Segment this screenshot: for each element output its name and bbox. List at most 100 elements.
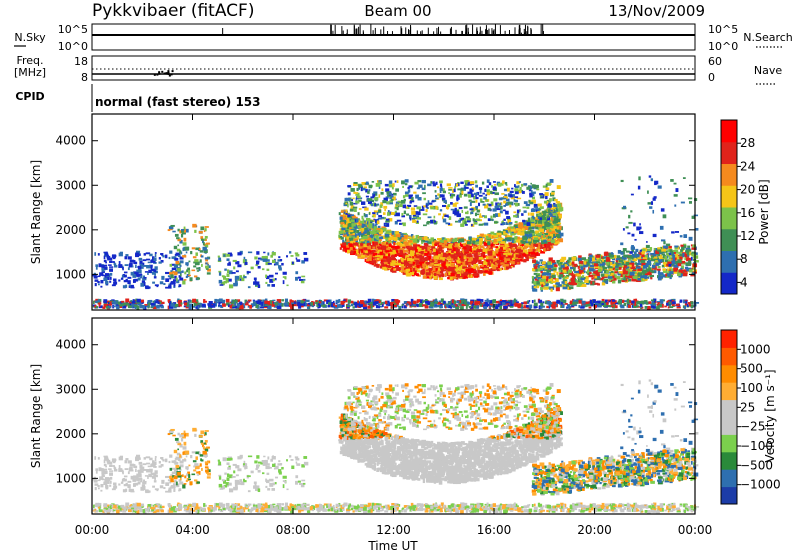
heatmap-cell [188,305,192,310]
heatmap-cell [511,264,515,268]
heatmap-cell [345,209,348,214]
heatmap-cell [273,304,278,308]
heatmap-cell [468,264,471,268]
heatmap-cell [558,221,561,224]
heatmap-cell [418,253,424,257]
heatmap-cell [480,201,485,203]
heatmap-cell [207,265,211,269]
nsky-label: N.Sky [14,31,46,44]
heatmap-cell [306,306,310,309]
heatmap-cell [438,248,442,252]
heatmap-cell [152,256,155,260]
heatmap-cell [500,231,505,235]
heatmap-cell [296,299,301,304]
heatmap-cell [454,256,458,260]
heatmap-cell [425,272,431,276]
heatmap-cell [503,200,506,204]
heatmap-cell [343,219,349,222]
heatmap-cell [466,220,471,223]
heatmap-cell [400,233,404,236]
heatmap-cell [380,229,383,233]
heatmap-cell [470,211,474,215]
heatmap-cell [451,299,454,304]
heatmap-cell [433,222,437,225]
heatmap-cell [355,200,360,204]
heatmap-cell [524,225,529,230]
heatmap-cell [401,215,406,218]
heatmap-cell [372,228,377,232]
heatmap-cell [406,213,410,216]
heatmap-cell [103,259,107,263]
heatmap-cell [465,247,468,251]
heatmap-cell [438,300,442,303]
heatmap-cell [136,305,140,310]
heatmap-cell [512,243,517,247]
heatmap-cell [257,284,261,289]
heatmap-cell [124,256,128,260]
heatmap-cell [622,300,627,303]
heatmap-cell [389,199,393,203]
heatmap-cell [169,277,172,280]
heatmap-cell [472,303,475,307]
heatmap-cell [459,256,462,259]
heatmap-cell [375,248,378,252]
heatmap-cell [376,229,379,233]
heatmap-cell [366,260,370,264]
heatmap-cell [379,265,383,269]
heatmap-cell [164,254,168,259]
heatmap-cell [414,256,419,260]
heatmap-cell [388,184,393,188]
heatmap-cell [493,181,496,183]
heatmap-cell [295,271,299,275]
heatmap-cell [108,303,112,308]
heatmap-cell [192,223,197,228]
heatmap-cell [427,183,432,187]
heatmap-cell [403,210,406,215]
heatmap-cell [428,267,433,271]
heatmap-cell [633,271,638,275]
heatmap-cell [426,276,430,279]
heatmap-cell [469,208,474,211]
heatmap-cell [487,251,491,255]
heatmap-cell [539,217,542,220]
heatmap-cell [461,248,465,253]
heatmap-cell [508,256,512,261]
heatmap-cell [171,281,176,285]
heatmap-cell [690,305,693,309]
heatmap-cell [439,187,443,191]
heatmap-cell [590,302,594,307]
heatmap-cell [467,181,472,186]
heatmap-cell [540,240,545,245]
heatmap-cell [109,301,113,305]
heatmap-cell [462,262,467,267]
heatmap-cell [384,183,389,187]
heatmap-cell [173,264,179,268]
heatmap-cell [286,255,289,258]
heatmap-cell [178,275,182,278]
heatmap-cell [487,269,492,272]
heatmap-cell [401,258,407,263]
heatmap-cell [155,270,158,274]
heatmap-cell [233,266,236,270]
heatmap-cell [593,304,597,308]
heatmap-cell [120,277,124,280]
heatmap-cell [360,239,365,242]
heatmap-cell [170,274,174,278]
heatmap-cell [256,251,260,255]
heatmap-cell [483,267,489,271]
heatmap-cell [407,236,412,239]
heatmap-cell [406,206,408,209]
heatmap-cell [267,284,271,287]
heatmap-cell [353,244,357,248]
heatmap-cell [544,301,549,305]
heatmap-cell [361,240,366,244]
heatmap-cell [196,302,202,305]
heatmap-cell [252,299,255,302]
heatmap-cell [352,197,355,200]
heatmap-cell [99,264,104,266]
heatmap-cell [358,304,363,308]
heatmap-cell [459,194,462,198]
heatmap-cell [460,244,464,248]
heatmap-cell [218,302,221,305]
heatmap-cell [656,301,661,303]
